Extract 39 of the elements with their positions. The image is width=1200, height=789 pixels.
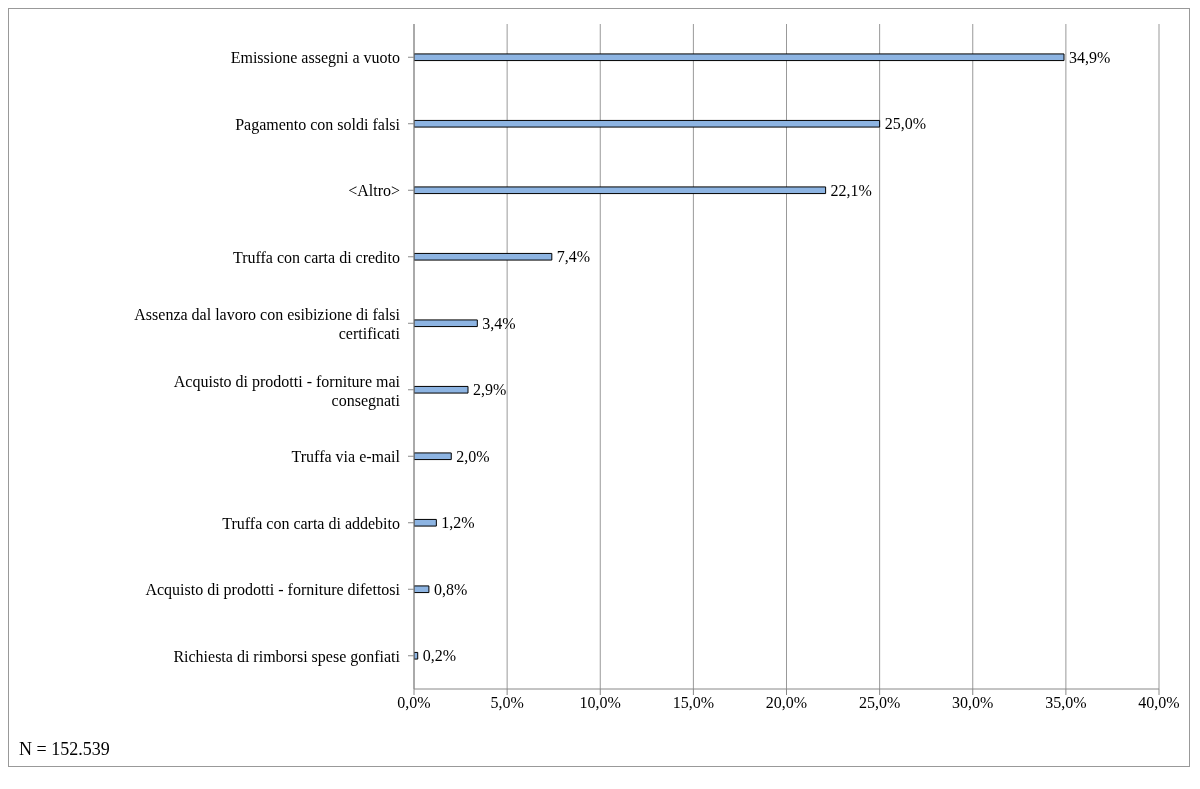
y-tick-label: <Altro> bbox=[348, 181, 400, 199]
x-tick-label: 5,0% bbox=[490, 694, 524, 712]
data-label: 7,4% bbox=[556, 248, 591, 266]
bar bbox=[414, 518, 437, 527]
x-tick-label: 30,0% bbox=[952, 694, 994, 712]
y-tick-label: Truffa con carta di addebito bbox=[222, 514, 400, 532]
y-tick-label: Richiesta di rimborsi spese gonfiati bbox=[173, 647, 401, 666]
bar bbox=[414, 385, 469, 394]
x-tick-label: 0,0% bbox=[397, 694, 431, 712]
data-label: 0,8% bbox=[433, 580, 468, 598]
x-tick-label: 40,0% bbox=[1138, 694, 1180, 712]
bar bbox=[414, 186, 827, 195]
y-tick-label: Acquisto di prodotti - forniture mai consegnati bbox=[173, 372, 401, 410]
x-tick-label: 10,0% bbox=[579, 694, 621, 712]
bar bbox=[414, 119, 881, 128]
y-tick-label: Truffa via e-mail bbox=[291, 447, 401, 465]
bar bbox=[414, 452, 452, 461]
data-label: 3,4% bbox=[482, 314, 516, 332]
x-tick-label: 15,0% bbox=[672, 694, 715, 712]
y-tick-label: Acquisto di prodotti - forniture difettosi bbox=[145, 580, 401, 599]
x-tick-label: 35,0% bbox=[1045, 694, 1087, 712]
bar bbox=[414, 53, 1065, 62]
data-label: 22,1% bbox=[830, 181, 872, 199]
y-tick-label: Pagamento con soldi falsi bbox=[235, 115, 401, 134]
data-label: 0,2% bbox=[422, 647, 457, 665]
data-label: 34,9% bbox=[1069, 48, 1111, 66]
data-label: 1,2% bbox=[441, 514, 475, 532]
bar bbox=[414, 319, 478, 328]
bar bbox=[414, 585, 430, 594]
bar bbox=[414, 252, 553, 261]
data-label: 2,0% bbox=[456, 447, 490, 465]
y-tick-label: Emissione assegni a vuoto bbox=[230, 48, 400, 67]
y-tick-label: Truffa con carta di credito bbox=[232, 248, 400, 266]
text: N = 152.539 bbox=[18, 739, 111, 761]
data-label: 25,0% bbox=[884, 115, 926, 133]
x-tick-label: 25,0% bbox=[858, 694, 901, 712]
x-tick-label: 20,0% bbox=[765, 694, 808, 712]
y-tick-label: Assenza dal lavoro con esibizione di falsi certificati bbox=[134, 305, 401, 342]
data-label: 2,9% bbox=[473, 381, 507, 399]
